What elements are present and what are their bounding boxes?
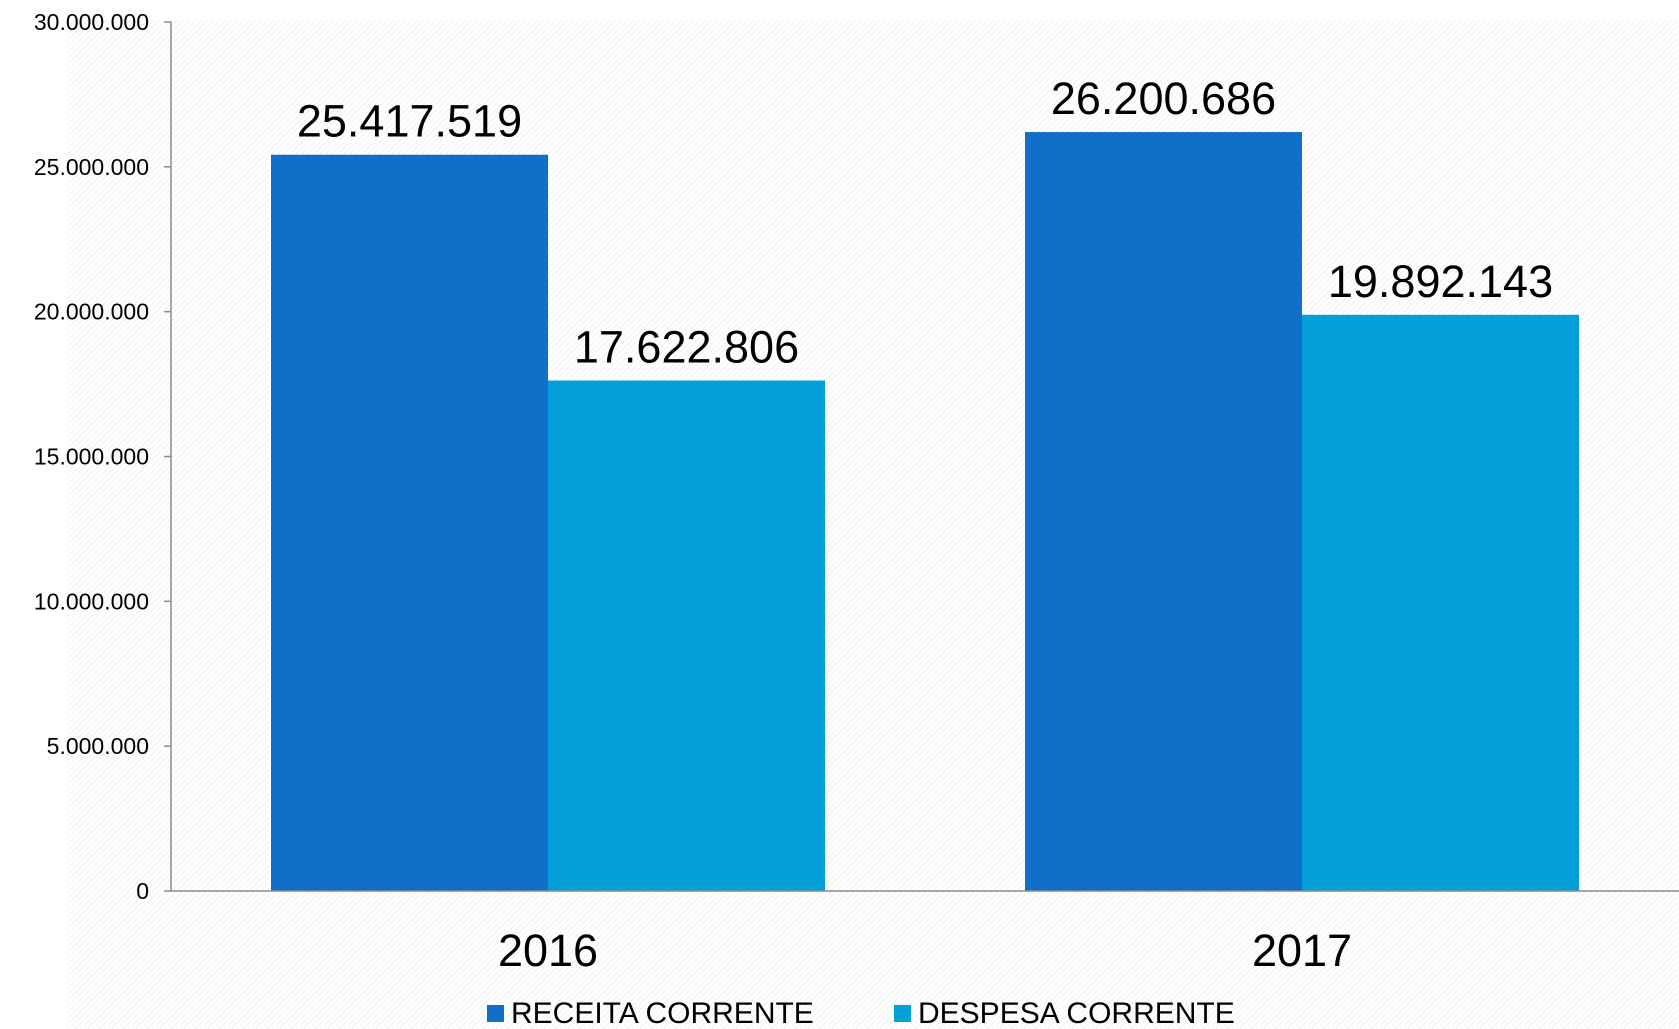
data-label-2016-receita: 25.417.519 [297,96,522,147]
category-labels: 2016 2017 [498,925,1352,976]
x-category-label: 2017 [1252,925,1352,976]
legend-label-receita: RECEITA CORRENTE [511,997,814,1029]
data-label-2016-despesa: 17.622.806 [574,322,799,373]
y-tick-label: 30.000.000 [34,9,149,35]
legend-label-despesa: DESPESA CORRENTE [918,997,1235,1029]
legend-swatch-receita [487,1005,504,1022]
legend: RECEITA CORRENTE DESPESA CORRENTE [487,997,1235,1029]
data-label-2017-despesa: 19.892.143 [1328,256,1553,307]
y-axis-ticks: 0 5.000.000 10.000.000 15.000.000 20.000.000… [34,9,171,904]
bar-2016-receita [271,154,548,891]
x-category-label: 2016 [498,925,598,976]
y-tick-label: 20.000.000 [34,299,149,325]
y-tick-label: 25.000.000 [34,154,149,180]
y-tick-label: 15.000.000 [34,444,149,470]
bar-2016-despesa [548,380,825,891]
legend-swatch-despesa [894,1005,911,1022]
bar-2017-despesa [1302,314,1579,892]
y-tick-label: 10.000.000 [34,588,149,614]
data-label-2017-receita: 26.200.686 [1051,73,1276,124]
data-labels: 25.417.519 17.622.806 26.200.686 19.892.143 [297,73,1553,372]
y-tick-label: 5.000.000 [47,733,149,759]
y-tick-label: 0 [136,878,149,904]
bar-2017-receita [1025,132,1302,891]
bars [271,132,1579,892]
